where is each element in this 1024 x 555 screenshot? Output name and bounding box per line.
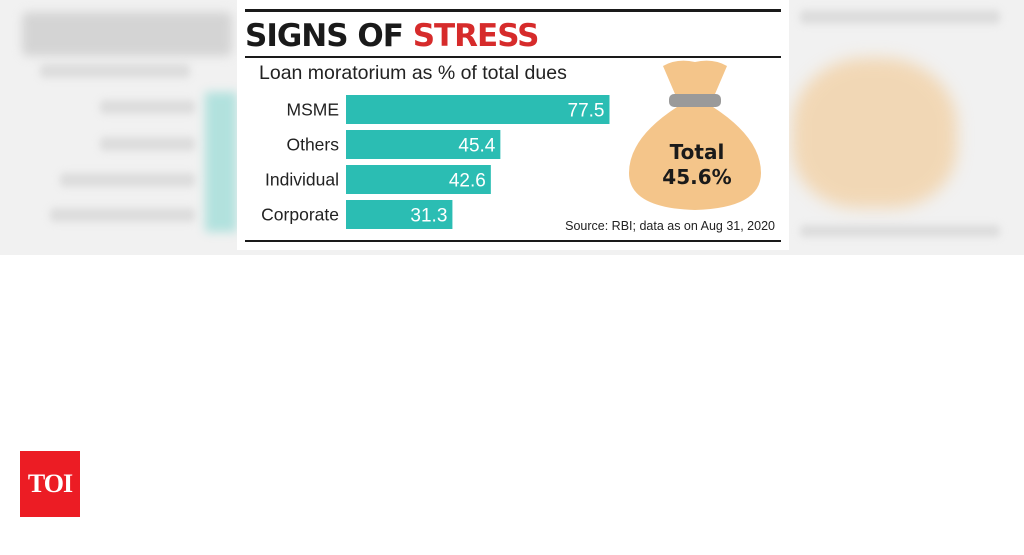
infographic-card: SIGNS OF STRESS Loan moratorium as % of … bbox=[237, 0, 789, 250]
total-value: 45.6% bbox=[662, 165, 732, 189]
source-note: Source: RBI; data as on Aug 31, 2020 bbox=[565, 219, 775, 233]
value-label: 77.5 bbox=[568, 101, 605, 122]
headline-rule bbox=[245, 56, 781, 58]
headline-part1: SIGNS OF bbox=[245, 18, 413, 54]
chart-title: Loan moratorium as % of total dues bbox=[259, 62, 567, 84]
headline-highlight: STRESS bbox=[412, 18, 540, 54]
bar-chart: MSME 77.5 Others 45.4 Individual 42.6 Corporat… bbox=[261, 95, 610, 229]
category-label: Individual bbox=[265, 170, 339, 190]
logo-text: TOI bbox=[27, 469, 73, 498]
ghost-line bbox=[40, 64, 190, 78]
bar bbox=[346, 200, 453, 229]
ghost-line bbox=[800, 10, 1000, 24]
bottom-rule bbox=[245, 240, 781, 242]
toi-logo: TOI bbox=[20, 451, 80, 517]
value-label: 31.3 bbox=[410, 206, 447, 227]
bar bbox=[346, 165, 491, 194]
top-rule bbox=[245, 9, 781, 12]
ghost-line bbox=[800, 225, 1000, 237]
bar bbox=[346, 95, 610, 124]
ghost-line bbox=[100, 100, 195, 114]
bar bbox=[346, 130, 501, 159]
category-label: Corporate bbox=[261, 205, 339, 225]
value-label: 45.4 bbox=[458, 136, 495, 157]
value-label: 42.6 bbox=[449, 171, 486, 192]
ghost-bag bbox=[792, 58, 957, 208]
ghost-title bbox=[22, 12, 232, 56]
headline: SIGNS OF STRESS bbox=[245, 14, 540, 58]
ghost-line bbox=[50, 208, 195, 222]
total-label: Total bbox=[669, 140, 725, 164]
category-label: Others bbox=[286, 135, 339, 155]
ghost-bar bbox=[205, 92, 237, 232]
ghost-line bbox=[60, 173, 195, 187]
money-bag-icon bbox=[629, 60, 761, 210]
ghost-line bbox=[100, 137, 195, 151]
category-label: MSME bbox=[287, 100, 340, 120]
